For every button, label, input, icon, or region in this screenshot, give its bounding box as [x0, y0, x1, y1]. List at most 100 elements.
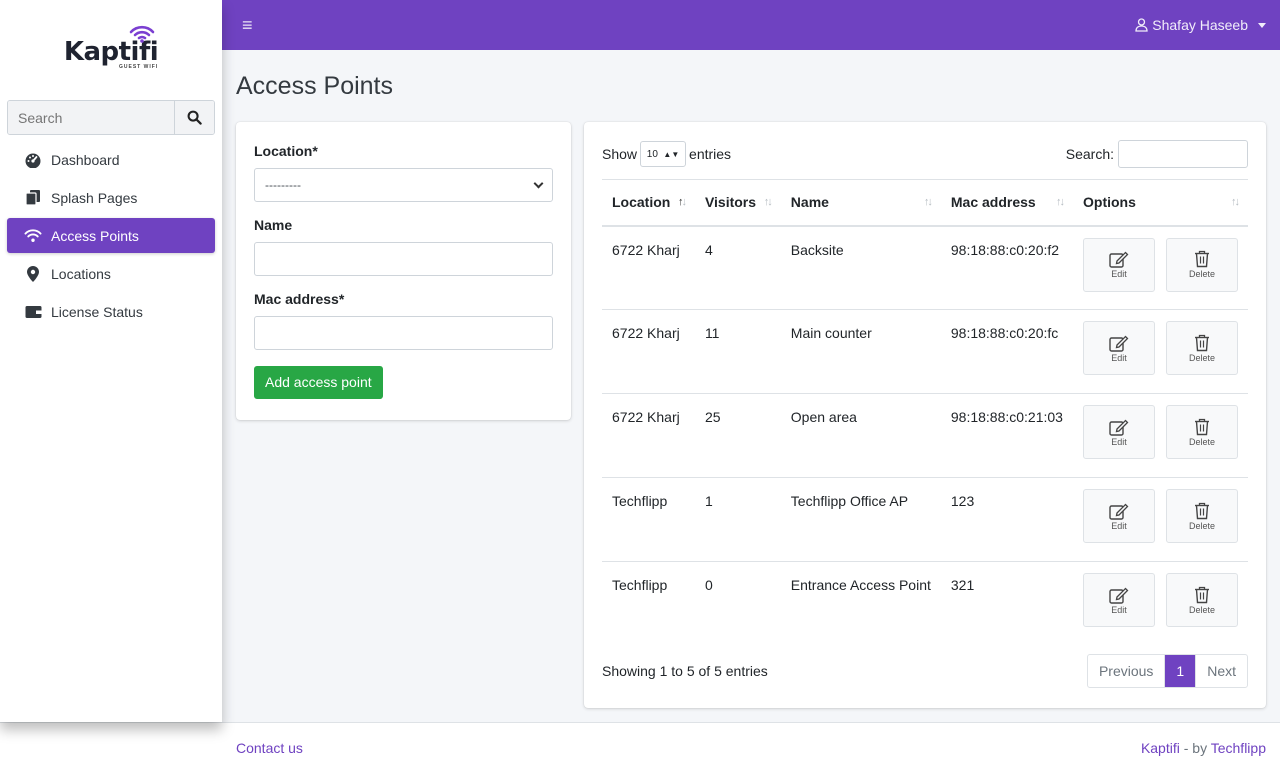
cell-options: Edit Delete	[1073, 309, 1248, 394]
delete-label: Delete	[1188, 436, 1215, 447]
show-label: Show	[602, 146, 638, 162]
mac-address-label: Mac address*	[254, 291, 345, 307]
delete-button[interactable]: Delete	[1166, 321, 1238, 375]
edit-icon	[1109, 419, 1129, 436]
delete-button[interactable]: Delete	[1166, 489, 1238, 543]
delete-label: Delete	[1188, 269, 1215, 279]
trash-icon	[1195, 418, 1209, 435]
column-header-mac-address[interactable]: Mac address ↑↓	[940, 179, 1073, 227]
sort-icon: ↑↓	[763, 196, 773, 208]
sidebar-search-input[interactable]	[8, 101, 174, 134]
edit-button[interactable]: Edit	[1083, 573, 1155, 627]
sidebar-item-label: Locations	[51, 265, 111, 282]
edit-icon	[1109, 251, 1129, 268]
menu-toggle-icon[interactable]: ≡	[242, 14, 253, 35]
edit-label: Edit	[1111, 352, 1127, 363]
brand-tagline: GUEST WIFI	[119, 63, 159, 70]
sidebar-item-label: Dashboard	[51, 151, 120, 168]
footer-company-link[interactable]: Techflipp	[1210, 740, 1266, 756]
entries-label: entries	[689, 146, 732, 162]
trash-icon	[1195, 334, 1209, 351]
sort-icon: ↑↓	[1231, 196, 1240, 208]
topbar: ≡ Shafay Haseeb	[222, 0, 1280, 50]
column-header-location[interactable]: Location ↑↓	[602, 179, 695, 227]
pagination-next[interactable]: Next	[1207, 663, 1236, 679]
location-label: Location*	[254, 143, 318, 159]
edit-label: Edit	[1111, 436, 1127, 447]
cell-options: Edit Delete	[1073, 562, 1248, 646]
cell-location: 6722 Kharj	[602, 393, 695, 478]
add-access-point-button[interactable]: Add access point	[254, 366, 383, 399]
cell-mac-address: 98:18:88:c0:21:03	[940, 393, 1073, 478]
location-select-value: ---------	[265, 178, 301, 192]
cell-name: Backsite	[780, 225, 941, 310]
delete-label: Delete	[1188, 352, 1215, 363]
sidebar-item-label: License Status	[51, 303, 143, 320]
footer-credit: Kaptifi - by Techflipp	[1141, 740, 1266, 756]
sidebar-item-dashboard[interactable]: Dashboard	[7, 142, 215, 177]
name-input[interactable]	[254, 242, 553, 276]
sidebar-item-license-status[interactable]: License Status	[7, 294, 215, 329]
table-header-row: Location ↑↓ Visitors ↑↓ Name ↑↓ Mac addr…	[602, 179, 1248, 227]
sort-updown-icon: ▲▼	[663, 149, 680, 159]
page-title: Access Points	[236, 72, 394, 100]
search-icon	[187, 110, 202, 125]
location-select[interactable]: ---------	[254, 168, 553, 202]
access-points-table: Location ↑↓ Visitors ↑↓ Name ↑↓ Mac addr…	[602, 179, 1248, 646]
sort-icon: ↑↓	[1056, 196, 1065, 208]
edit-icon	[1109, 587, 1129, 604]
user-icon	[1135, 18, 1148, 32]
sidebar-item-locations[interactable]: Locations	[7, 256, 215, 291]
cell-location: Techflipp	[612, 577, 668, 593]
entries-length-select[interactable]: 10 ▲▼	[640, 141, 687, 167]
edit-icon	[1109, 335, 1129, 352]
sidebar-item-splash-pages[interactable]: Splash Pages	[7, 180, 215, 215]
chevron-down-icon	[533, 178, 544, 188]
column-header-name[interactable]: Name ↑↓	[780, 179, 941, 227]
cell-name: Open area	[780, 393, 941, 478]
trash-icon	[1195, 586, 1209, 603]
contact-us-link[interactable]: Contact us	[236, 740, 303, 756]
mac-address-input[interactable]	[254, 316, 553, 350]
edit-button[interactable]: Edit	[1083, 489, 1155, 543]
wifi-icon	[24, 227, 42, 245]
delete-button[interactable]: Delete	[1166, 405, 1238, 459]
column-header-options[interactable]: Options ↑↓	[1073, 179, 1248, 227]
trash-icon	[1195, 502, 1209, 519]
sort-icon: ↑↓	[923, 196, 933, 208]
brand[interactable]: Kaptifi GUEST WIFI	[0, 0, 222, 100]
sidebar-search	[7, 100, 215, 135]
sidebar-item-label: Access Points	[51, 227, 139, 244]
footer-brand-link[interactable]: Kaptifi	[1140, 740, 1180, 756]
cell-visitors: 25	[694, 393, 781, 478]
table-info: Showing 1 to 5 of 5 entries	[602, 663, 768, 679]
edit-button[interactable]: Edit	[1083, 321, 1155, 375]
table-row: Techflipp 1 Techflipp Office AP 123 Edit…	[602, 477, 1248, 562]
search-button[interactable]	[174, 101, 214, 134]
cell-options: Edit Delete	[1073, 477, 1248, 562]
cell-name: Main counter	[780, 309, 941, 394]
user-name: Shafay Haseeb	[1152, 17, 1248, 33]
cell-mac-address: 123	[940, 477, 1073, 562]
delete-button[interactable]: Delete	[1166, 237, 1238, 292]
chevron-down-icon	[1258, 22, 1266, 28]
table-search-label: Search:	[1065, 146, 1114, 162]
cell-mac-address: 98:18:88:c0:20:fc	[940, 309, 1073, 394]
wifi-logo-icon	[129, 25, 155, 43]
sidebar-item-label: Splash Pages	[51, 189, 138, 206]
sidebar-item-access-points[interactable]: Access Points	[7, 218, 215, 253]
delete-button[interactable]: Delete	[1166, 573, 1238, 627]
column-header-visitors[interactable]: Visitors ↑↓	[694, 179, 781, 227]
table-row: 6722 Kharj 25 Open area 98:18:88:c0:21:0…	[602, 393, 1248, 478]
cell-location: 6722 Kharj	[602, 225, 695, 310]
sidebar-nav: Dashboard Splash Pages Access Points Loc…	[0, 142, 222, 329]
user-menu[interactable]: Shafay Haseeb	[1135, 17, 1266, 33]
edit-button[interactable]: Edit	[1083, 405, 1155, 459]
edit-button[interactable]: Edit	[1083, 237, 1155, 292]
name-label: Name	[254, 217, 293, 233]
table-search-input[interactable]	[1118, 140, 1248, 168]
add-access-point-form: Location* --------- Name Mac address* Ad…	[236, 122, 571, 420]
pagination-page-1[interactable]: 1	[1165, 655, 1197, 687]
dashboard-gauge-icon	[24, 151, 42, 169]
pagination-previous[interactable]: Previous	[1088, 655, 1166, 687]
